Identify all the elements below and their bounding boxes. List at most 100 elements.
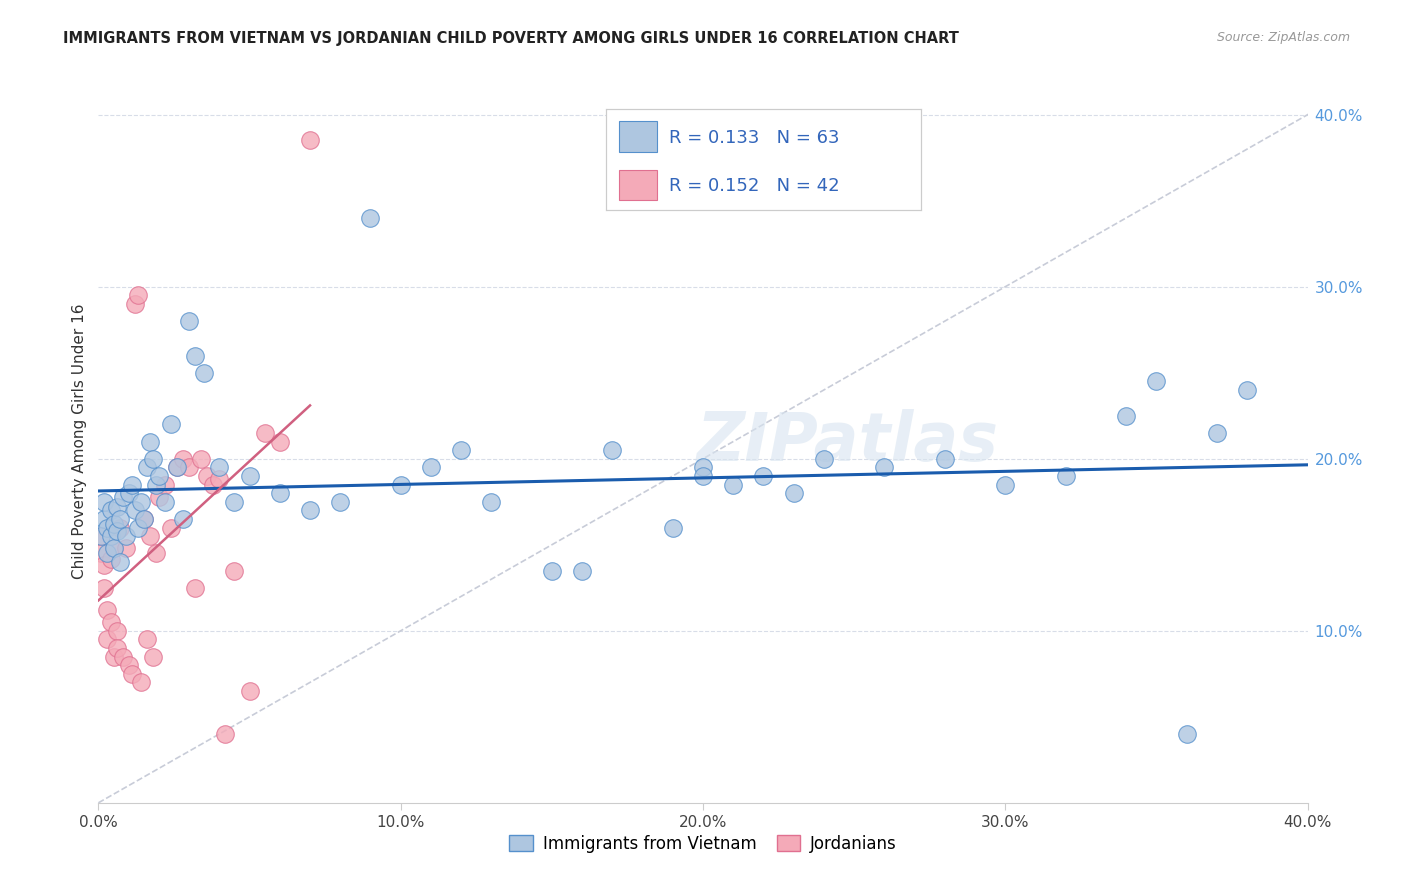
Point <box>202 477 225 491</box>
Point <box>108 555 131 569</box>
Point <box>90 529 112 543</box>
Point <box>124 297 146 311</box>
Point <box>481 494 503 508</box>
Point <box>184 581 207 595</box>
Point <box>114 541 136 556</box>
Point <box>179 314 201 328</box>
Point <box>692 469 714 483</box>
Point <box>1206 425 1229 440</box>
Point <box>1175 727 1198 741</box>
Point <box>239 469 262 483</box>
Point <box>1054 469 1077 483</box>
Point <box>103 541 125 556</box>
Point <box>389 477 412 491</box>
Point <box>132 512 155 526</box>
Point <box>752 469 775 483</box>
Point <box>100 551 122 566</box>
Point <box>142 451 165 466</box>
Point <box>602 443 624 458</box>
Point <box>135 460 157 475</box>
Point <box>96 520 118 534</box>
Point <box>269 486 291 500</box>
Point <box>145 477 167 491</box>
Point <box>253 425 276 440</box>
Point <box>934 451 956 466</box>
Point <box>224 564 246 578</box>
Point <box>190 451 212 466</box>
Point <box>118 658 141 673</box>
Point <box>160 520 183 534</box>
Point <box>329 494 352 508</box>
Legend: Immigrants from Vietnam, Jordanians: Immigrants from Vietnam, Jordanians <box>503 828 903 860</box>
Point <box>1144 375 1167 389</box>
Point <box>692 460 714 475</box>
Point <box>723 477 745 491</box>
Point <box>121 477 143 491</box>
Text: IMMIGRANTS FROM VIETNAM VS JORDANIAN CHILD POVERTY AMONG GIRLS UNDER 16 CORRELAT: IMMIGRANTS FROM VIETNAM VS JORDANIAN CHI… <box>63 31 959 46</box>
Point <box>100 615 122 630</box>
Point <box>153 494 176 508</box>
Point <box>118 486 141 500</box>
Point <box>1115 409 1137 423</box>
Point <box>148 469 170 483</box>
Point <box>661 520 683 534</box>
Point <box>103 649 125 664</box>
Point <box>145 546 167 560</box>
Point <box>299 133 322 147</box>
Point <box>121 666 143 681</box>
Point <box>783 486 806 500</box>
Point <box>105 624 128 638</box>
Point <box>139 529 162 543</box>
Point <box>420 460 443 475</box>
Point <box>299 503 322 517</box>
Point <box>193 366 215 380</box>
Point <box>148 490 170 504</box>
Point <box>160 417 183 432</box>
Point <box>90 529 112 543</box>
Point <box>224 494 246 508</box>
Point <box>813 451 835 466</box>
Point <box>239 684 262 698</box>
Point <box>111 649 134 664</box>
Point <box>129 675 152 690</box>
Point <box>153 477 176 491</box>
Point <box>93 558 115 573</box>
Point <box>360 211 382 225</box>
Point <box>93 494 115 508</box>
Point <box>105 524 128 538</box>
Point <box>93 581 115 595</box>
Point <box>129 494 152 508</box>
Point <box>100 503 122 517</box>
Point <box>105 640 128 655</box>
Point <box>114 529 136 543</box>
Point <box>135 632 157 647</box>
Point <box>994 477 1017 491</box>
Point <box>1236 383 1258 397</box>
Point <box>108 512 131 526</box>
Point <box>111 490 134 504</box>
Point <box>105 500 128 514</box>
Point <box>127 520 149 534</box>
Point <box>179 460 201 475</box>
Point <box>124 503 146 517</box>
Point <box>90 546 112 560</box>
Point <box>172 451 194 466</box>
Point <box>132 512 155 526</box>
Point <box>127 288 149 302</box>
Point <box>108 520 131 534</box>
Point <box>571 564 593 578</box>
Point <box>100 529 122 543</box>
Point <box>96 632 118 647</box>
Point <box>166 460 188 475</box>
Point <box>172 512 194 526</box>
Point <box>166 460 188 475</box>
Point <box>96 603 118 617</box>
Text: ZIPatlas: ZIPatlas <box>697 409 1000 475</box>
Point <box>184 349 207 363</box>
Point <box>873 460 896 475</box>
Point <box>96 546 118 560</box>
Point <box>208 472 231 486</box>
Point <box>195 469 218 483</box>
Point <box>208 460 231 475</box>
Point <box>142 649 165 664</box>
